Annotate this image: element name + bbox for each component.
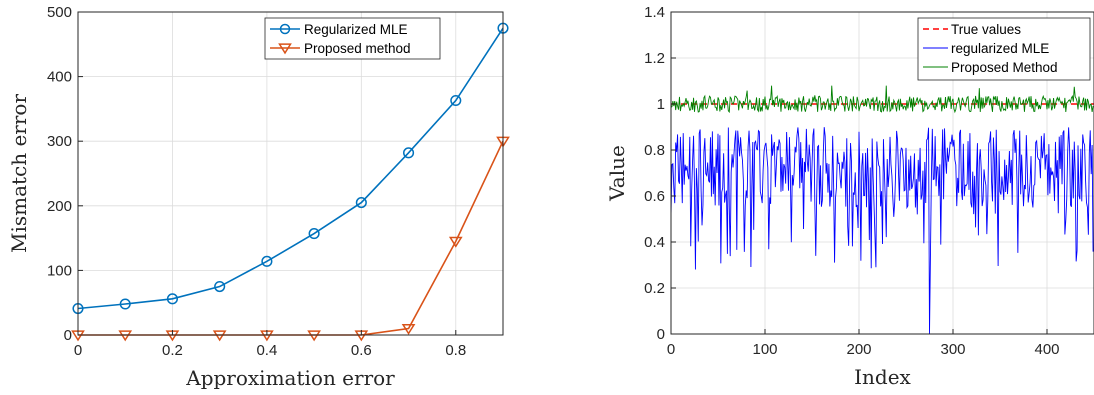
series-line-regularized-mle [670,127,1094,335]
x-tick-label: 0.6 [351,342,372,359]
y-tick-label: 1 [657,96,665,113]
series-layer [670,85,1094,335]
x-tick-label: 0 [667,341,675,358]
grid [77,11,503,336]
x-tick-label: 200 [846,341,871,358]
y-tick-label: 0 [64,327,72,344]
x-axis-label: Index [854,365,911,389]
data-point [119,298,131,310]
data-point [214,281,226,293]
series-line-regularized-mle [77,27,504,310]
data-point [212,330,227,342]
data-point [403,147,415,159]
y-tick-label: 1.2 [644,50,665,67]
y-axis-label: Value [605,145,629,202]
x-tick-label: 0.2 [162,342,183,359]
y-tick-label: 1.4 [644,4,665,21]
y-tick-label: 100 [47,262,72,279]
tick-labels: 0 0.2 0.4 0.6 0.8 0 100 200 300 400 500 [47,4,466,359]
y-tick-label: 0.8 [644,142,665,159]
legend-box [264,17,441,60]
data-point [308,228,320,240]
legend-label-proposed-method: Proposed method [304,41,411,56]
plot-frame [670,11,1094,335]
data-point [401,323,416,335]
legend: Regularized MLE Proposed method [264,17,441,60]
legend-label-true-values: True values [951,22,1021,37]
y-tick-label: 300 [47,133,72,150]
series-line-proposed-method [78,140,504,336]
data-point [448,236,463,248]
x-tick-label: 400 [1034,341,1059,358]
x-tick-label: 0.4 [256,342,277,359]
mismatch-error-chart: 0 0.2 0.4 0.6 0.8 0 100 200 300 400 500 Approximat… [7,4,510,390]
legend-label-regularized-mle: Regularized MLE [304,22,408,37]
y-tick-label: 400 [47,69,72,86]
legend-label-proposed-method: Proposed Method [951,60,1058,75]
y-axis-label: Mismatch error [7,94,31,254]
plot-frame [77,11,504,336]
y-tick-label: 500 [47,4,72,21]
series-layer [71,22,510,342]
data-point [355,197,367,209]
legend-label-regularized-mle: regularized MLE [951,41,1049,56]
data-point [166,293,178,305]
data-point [261,255,273,267]
legend: True values regularized MLE Proposed Met… [917,17,1091,81]
series-line-proposed-method [670,85,1094,114]
y-tick-label: 0.2 [644,280,665,297]
x-tick-label: 100 [752,341,777,358]
data-point [307,330,321,342]
tick-labels: 0 100 200 300 400 0 0.2 0.4 0.6 0.8 1 1.2 1.4 [644,4,1059,358]
x-tick-label: 0.8 [445,342,466,359]
data-point [118,330,133,342]
x-tick-label: 300 [940,341,965,358]
data-point [450,94,462,107]
legend-marker-regularized-mle [279,23,291,35]
y-tick-label: 0.4 [644,234,665,251]
y-tick-label: 200 [47,198,72,215]
y-tick-label: 0.6 [644,188,665,205]
x-axis-label: Approximation error [185,366,395,390]
x-tick-label: 0 [74,342,82,359]
y-tick-label: 0 [657,326,665,343]
legend-marker-proposed-method [278,43,292,55]
